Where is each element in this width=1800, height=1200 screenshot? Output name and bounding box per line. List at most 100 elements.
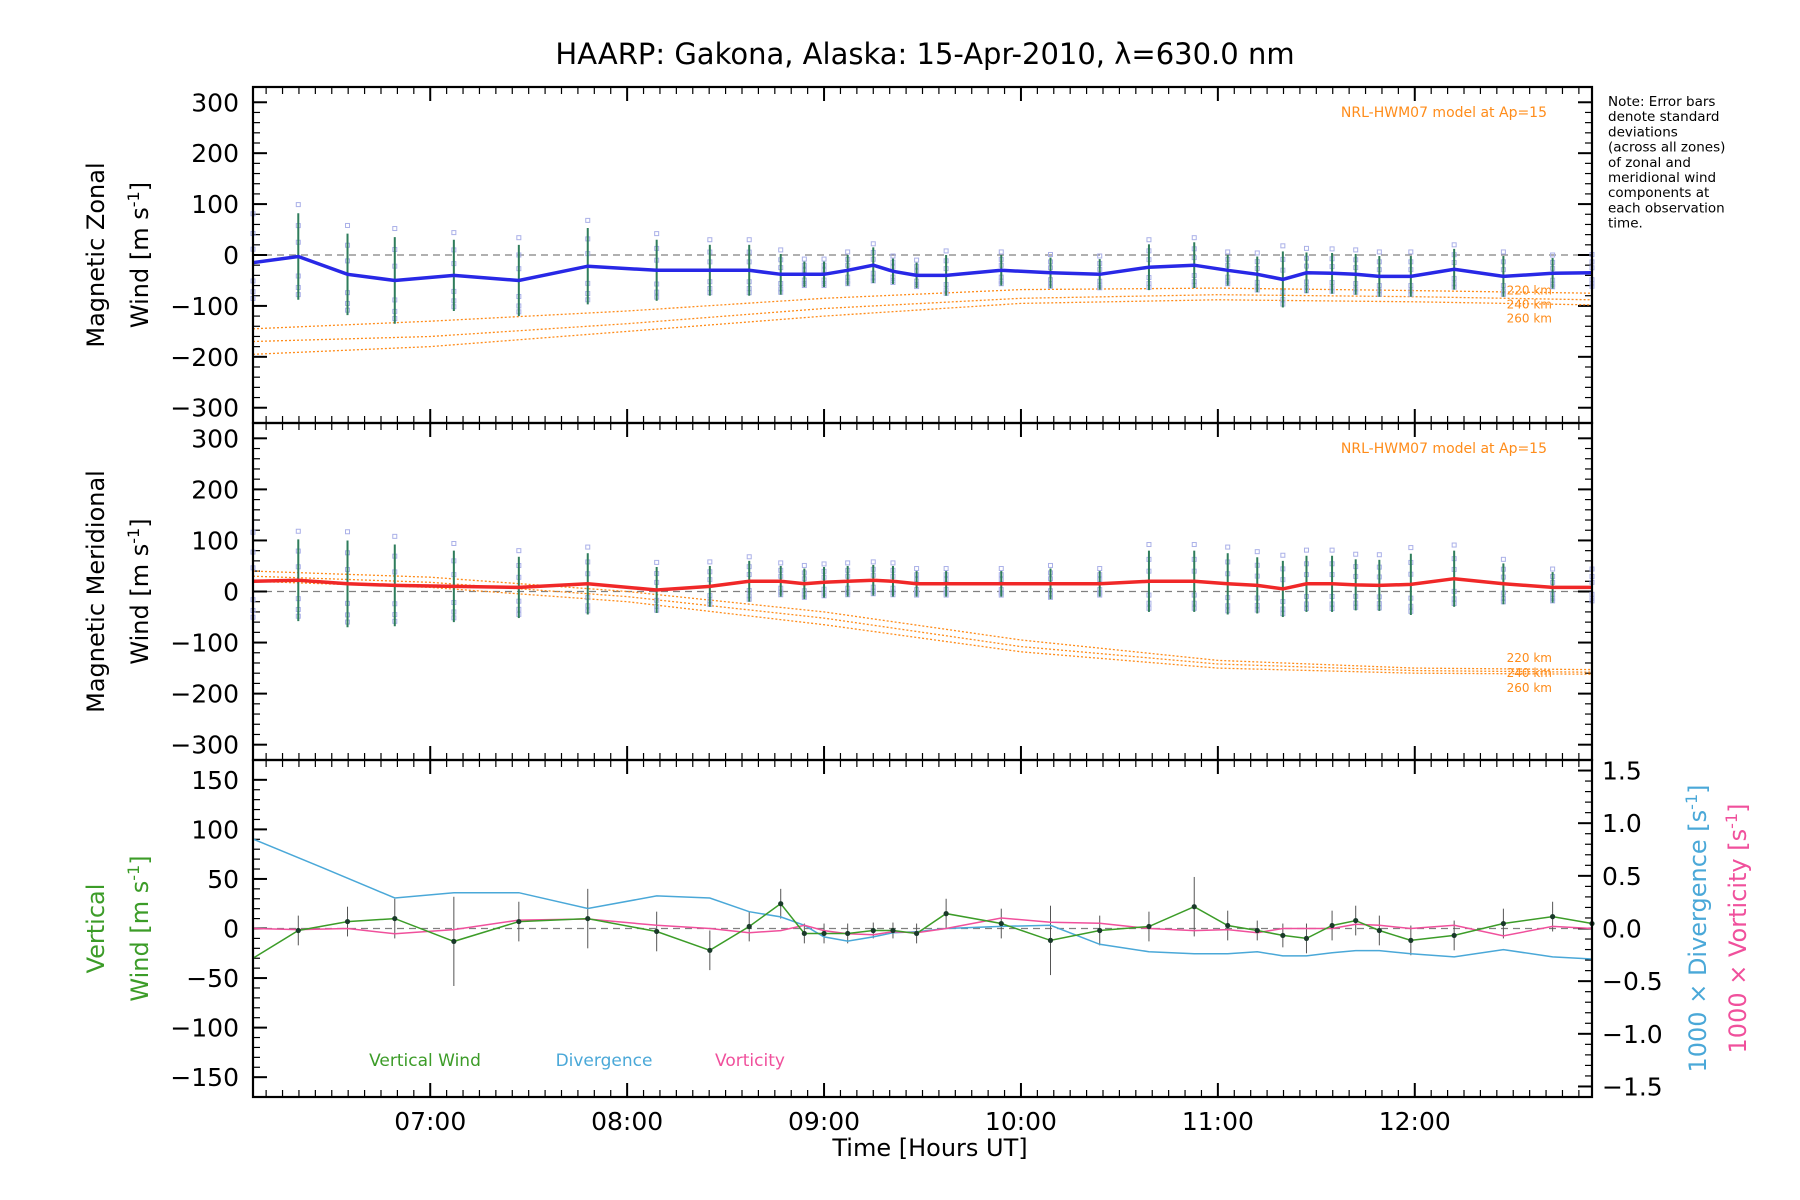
zone-sample [451,230,457,236]
zone-sample [943,248,949,254]
vertical-wind-point [585,915,591,922]
vertical-wind-point [943,911,949,917]
zone-sample [1376,552,1382,558]
zone-sample [746,237,752,243]
y-axis-label-line2: Wind [m s-1] [124,518,154,664]
zone-sample [295,202,301,208]
divergence-line [252,838,1593,960]
vertical-wind-point [654,928,660,935]
y-tick-label: 300 [191,88,239,117]
y-axis-label-line1: Magnetic Zonal [82,162,110,347]
zone-sample [654,231,660,237]
zone-sample [392,533,398,539]
y-axis-label-close: ] [126,182,154,191]
zone-sample [914,566,920,572]
vertical-wind-point [1303,935,1310,942]
zone-sample [1280,243,1286,249]
y-tick-label: 0 [223,915,239,944]
y-tick-label: −100 [170,629,239,658]
zone-sample [1047,562,1053,568]
vertical-wind-point [1500,920,1506,927]
y-tick-label: −150 [170,1063,239,1092]
zone-sample [392,226,398,232]
zone-sample [516,235,522,241]
note-line: Note: Error bars [1608,94,1715,110]
y-axis-label-line1: Vertical [82,884,110,974]
vertical-wind-point [707,947,713,953]
wind-line [252,254,1593,283]
zone-sample [451,541,457,547]
y2-axis-label-divergence-sup: -1 [1682,794,1701,810]
model-label: NRL-HWM07 model at Ap=15 [1341,441,1547,457]
x-tick-label: 10:00 [985,1107,1057,1136]
zone-sample [1254,549,1260,555]
zone-sample [585,544,591,550]
zone-sample [1408,545,1414,551]
zone-sample [1353,551,1359,557]
vertical-wind-point [1097,927,1103,934]
zone-sample [801,562,807,568]
vertical-wind-point [1329,922,1335,929]
legend-entry: Vorticity [715,1051,785,1071]
note-line: deviations [1608,124,1678,140]
zone-sample [1376,249,1382,255]
vertical-wind-point [1146,923,1152,930]
vertical-wind-point [845,930,851,937]
y-tick-label: −50 [186,964,239,993]
zone-sample [778,247,784,253]
zone-sample [801,256,807,262]
zone-sample [1097,253,1103,259]
y-tick-label: 0 [223,578,239,607]
altitude-label: 260 km [1507,312,1552,326]
vertical-wind-point [1408,937,1414,943]
vertical-wind-point [1254,927,1260,934]
zone-sample [345,222,351,228]
zone-sample [1254,250,1260,256]
vertical-wind-point [516,918,522,925]
zone-sample [845,560,851,566]
zone-sample [1550,566,1556,572]
zone-sample [1047,251,1053,257]
zone-sample [1191,235,1197,241]
y-axis-label-sup: -1 [124,865,143,881]
vertical-wind-point [1047,937,1054,943]
y-axis-label-line1: Magnetic Meridional [82,470,110,713]
y-tick-label: 0 [223,241,239,270]
y2-tick-label: −1.0 [1602,1020,1663,1049]
zone-sample [821,256,827,262]
note-line: of zonal and [1608,155,1691,171]
y-tick-label: −200 [170,680,239,709]
zone-sample [845,249,851,255]
x-tick-label: 12:00 [1379,1107,1451,1136]
vertical-wind-point [1353,917,1359,924]
y2-axis-label-divergence-close: ] [1684,784,1712,793]
y-tick-label: −300 [170,394,239,423]
zone-sample [943,566,949,572]
zone-sample [1303,547,1309,553]
zone-sample [778,560,784,566]
note-line: meridional wind [1608,170,1716,186]
y2-tick-label: −1.5 [1602,1072,1663,1101]
zone-sample [1191,542,1197,548]
vertical-wind-point [801,930,807,937]
zone-sample [1500,556,1506,562]
zone-sample [707,237,713,243]
y2-tick-label: 0.5 [1602,862,1642,891]
vertical-wind-point [295,927,301,934]
zone-sample [1146,237,1152,243]
y2-tick-label: 1.5 [1602,757,1642,786]
zone-sample [1280,552,1286,558]
y2-tick-label: 1.0 [1602,809,1642,838]
zone-sample [821,561,827,567]
zone-sample [870,559,876,565]
panel-frame [251,758,1594,1099]
y-axis-label-close: ] [126,855,154,864]
zone-sample [1303,245,1309,251]
y-tick-label: −300 [170,731,239,760]
y-tick-label: 200 [191,475,239,504]
vertical-wind-point [998,920,1004,927]
y-tick-label: 100 [191,190,239,219]
legend-entry: Vertical Wind [369,1051,481,1071]
